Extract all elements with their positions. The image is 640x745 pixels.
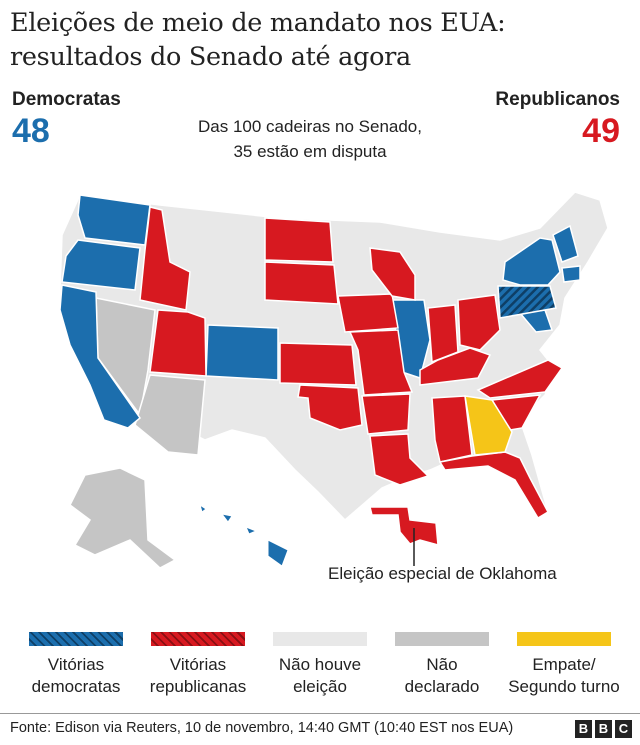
source-note: Fonte: Edison via Reuters, 10 de novembr… — [10, 720, 514, 736]
state-idaho — [139, 206, 191, 311]
legend-label-dem-line1: Vitórias — [47, 655, 105, 674]
legend-label-tie: Empate/ Segundo turno — [500, 654, 628, 698]
legend-label-undeclared: Não declarado — [378, 654, 506, 698]
oklahoma-special-election-label: Eleição especial de Oklahoma — [328, 564, 557, 583]
bbc-logo-letter-1: B — [575, 720, 592, 738]
legend: Vitórias democratas Vitórias republicana… — [12, 632, 632, 706]
legend-item-undeclared: Não declarado — [378, 632, 506, 698]
democrats-seats: 48 — [12, 112, 50, 150]
bbc-logo: B B C — [575, 720, 632, 738]
subtitle-line-2: 35 estão em disputa — [233, 142, 387, 161]
legend-swatch-no-election — [273, 632, 367, 646]
state-kansas — [279, 342, 357, 386]
state-connecticut — [561, 265, 581, 283]
state-north-carolina — [476, 359, 564, 399]
state-louisiana — [369, 433, 430, 486]
state-washington — [77, 194, 151, 246]
state-oregon — [61, 239, 141, 291]
state-alaska — [69, 467, 177, 569]
legend-label-tie-line2: Segundo turno — [508, 677, 620, 696]
state-kentucky — [419, 347, 492, 386]
state-iowa — [337, 293, 399, 333]
legend-item-dem-wins: Vitórias democratas — [12, 632, 140, 698]
state-north-dakota — [264, 217, 334, 263]
legend-label-rep-line1: Vitórias — [169, 655, 227, 674]
legend-label-undeclared-line2: declarado — [404, 677, 480, 696]
title-line-1: Eleições de meio de mandato nos EUA: — [10, 8, 506, 38]
state-georgia — [464, 395, 513, 456]
democrats-label: Democratas — [12, 89, 121, 110]
state-utah — [149, 309, 207, 377]
state-california — [59, 284, 142, 429]
state-south-dakota — [264, 261, 339, 305]
bbc-logo-letter-3: C — [615, 720, 632, 738]
state-hawaii — [199, 503, 289, 567]
state-new-york — [502, 237, 561, 286]
state-wisconsin — [369, 247, 416, 301]
legend-swatch-tie — [517, 632, 611, 646]
state-arkansas — [361, 393, 411, 435]
legend-label-dem-line2: democratas — [31, 677, 121, 696]
subtitle: Das 100 cadeiras no Senado, 35 estão em … — [140, 114, 480, 164]
legend-swatch-dem — [29, 632, 123, 646]
republicans-label: Republicanos — [495, 89, 620, 110]
legend-item-tie-runoff: Empate/ Segundo turno — [500, 632, 628, 698]
state-ohio — [457, 294, 501, 351]
title-line-2: resultados do Senado até agora — [10, 42, 411, 72]
legend-label-dem: Vitórias democratas — [12, 654, 140, 698]
chart-title: Eleições de meio de mandato nos EUA: res… — [10, 6, 630, 74]
oklahoma-special-election — [369, 506, 439, 547]
state-vermont-nh — [552, 224, 579, 263]
subtitle-line-1: Das 100 cadeiras no Senado, — [198, 117, 422, 136]
legend-label-no-election-line1: Não houve — [278, 655, 362, 674]
legend-label-rep-line2: republicanas — [149, 677, 247, 696]
legend-label-tie-line1: Empate/ — [532, 655, 596, 674]
state-pennsylvania — [497, 285, 557, 319]
legend-label-rep: Vitórias republicanas — [134, 654, 262, 698]
bbc-logo-letter-2: B — [595, 720, 612, 738]
legend-label-no-election-line2: eleição — [293, 677, 347, 696]
footer-divider — [0, 713, 640, 714]
legend-item-rep-wins: Vitórias republicanas — [134, 632, 262, 698]
legend-swatch-undeclared — [395, 632, 489, 646]
republicans-seats: 49 — [582, 112, 620, 150]
legend-label-undeclared-line1: Não — [426, 655, 458, 674]
legend-label-no-election: Não houve eleição — [256, 654, 384, 698]
state-oklahoma — [297, 384, 363, 431]
state-colorado — [205, 324, 279, 381]
state-missouri — [348, 329, 414, 396]
legend-item-no-election: Não houve eleição — [256, 632, 384, 698]
legend-swatch-rep — [151, 632, 245, 646]
